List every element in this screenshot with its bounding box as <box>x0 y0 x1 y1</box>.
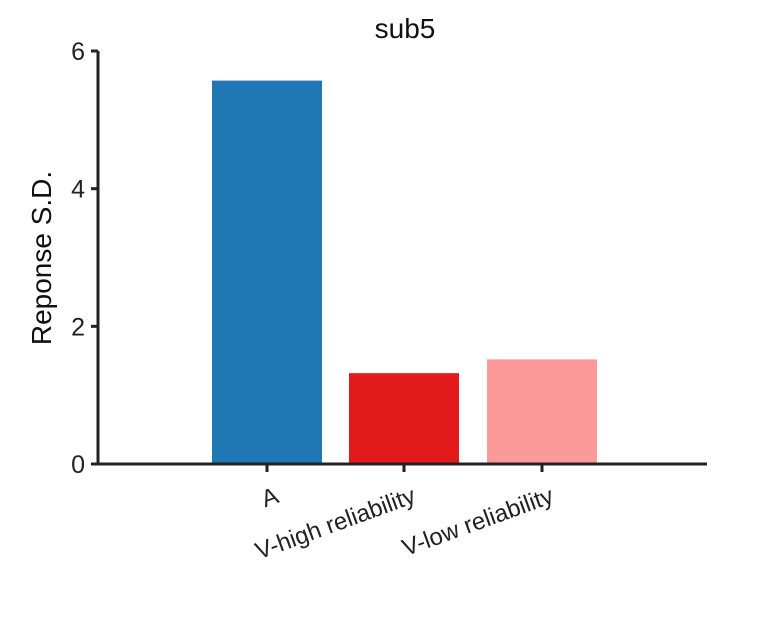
x-tick-label-0: A <box>258 482 282 513</box>
y-tick-label-2: 4 <box>71 176 85 204</box>
y-tick-label-1: 2 <box>71 313 85 341</box>
bar-2 <box>487 359 597 464</box>
chart-title: sub5 <box>375 13 436 44</box>
y-tick-label-0: 0 <box>71 451 85 479</box>
bar-1 <box>349 373 459 464</box>
bars-group <box>212 80 597 465</box>
x-tick-label-2: V-low reliability <box>399 482 557 562</box>
y-axis: 0 2 4 6 <box>71 38 100 479</box>
bar-0 <box>212 80 322 465</box>
y-tick-label-3: 6 <box>71 38 85 66</box>
y-axis-label: Reponse S.D. <box>26 171 57 345</box>
